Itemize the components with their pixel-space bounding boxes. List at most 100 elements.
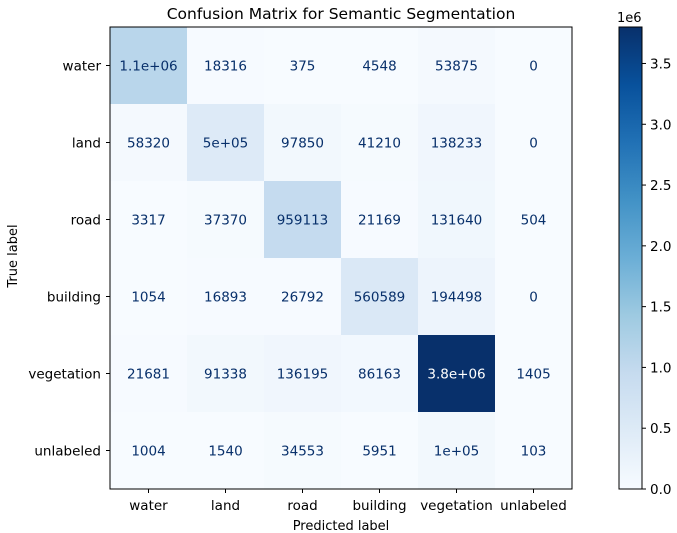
y-tick-label-vegetation: vegetation — [28, 367, 101, 383]
colorbar-tick-label: 3.5 — [650, 56, 671, 72]
cell-label: 1405 — [516, 367, 550, 383]
colorbar-tick-label: 0.5 — [650, 421, 671, 437]
cell-label: 103 — [521, 444, 547, 460]
x-tick-label-unlabeled: unlabeled — [500, 498, 567, 514]
cell-unlabeled-land — [187, 412, 265, 490]
cell-label: 1004 — [131, 444, 165, 460]
cell-label: 3317 — [131, 213, 165, 229]
cell-label: 131640 — [431, 213, 483, 229]
cell-land-land — [187, 104, 265, 182]
cell-label: 1e+05 — [434, 444, 479, 460]
y-axis-label: True label — [6, 224, 21, 288]
cell-building-unlabeled — [495, 258, 573, 336]
cell-label: 37370 — [204, 213, 247, 229]
cell-unlabeled-unlabeled — [495, 412, 573, 490]
cell-land-building — [341, 104, 419, 182]
cell-label: 21681 — [127, 367, 170, 383]
cell-vegetation-vegetation — [418, 335, 496, 413]
cell-building-vegetation — [418, 258, 496, 336]
cell-label: 18316 — [204, 59, 247, 75]
colorbar-tick-label: 1.5 — [650, 300, 671, 316]
cell-label: 34553 — [281, 444, 324, 460]
cell-label: 1.1e+06 — [119, 59, 177, 75]
cell-water-vegetation — [418, 27, 496, 105]
cell-vegetation-building — [341, 335, 419, 413]
cell-label: 560589 — [354, 290, 406, 306]
cell-label: 16893 — [204, 290, 247, 306]
y-axis-ticks: water land road building vegetation unlabeled — [28, 59, 110, 460]
cell-label: 53875 — [435, 59, 478, 75]
x-axis-label: Predicted label — [293, 519, 390, 533]
cell-unlabeled-vegetation — [418, 412, 496, 490]
cell-label: 21169 — [358, 213, 401, 229]
cell-road-road — [264, 181, 342, 259]
colorbar-tick-label: 2.5 — [650, 178, 671, 194]
cell-land-unlabeled — [495, 104, 573, 182]
cell-label: 194498 — [431, 290, 483, 306]
cell-vegetation-water — [110, 335, 188, 413]
y-tick-label-road: road — [71, 213, 101, 229]
colorbar-tick-label: 3.0 — [650, 117, 671, 133]
cell-water-road — [264, 27, 342, 105]
x-tick-label-water: water — [129, 498, 168, 514]
colorbar-tick-label: 0.0 — [650, 482, 671, 498]
cell-label: 136195 — [277, 367, 329, 383]
y-tick-label-water: water — [63, 59, 102, 75]
cell-road-water — [110, 181, 188, 259]
cell-label: 86163 — [358, 367, 401, 383]
cell-label: 504 — [521, 213, 547, 229]
colorbar-frame — [618, 26, 643, 490]
chart-title: Confusion Matrix for Semantic Segmentati… — [167, 5, 516, 23]
cell-road-land — [187, 181, 265, 259]
cell-label: 138233 — [431, 136, 483, 152]
colorbar — [619, 27, 642, 489]
colorbar-multiplier: 1e6 — [617, 11, 642, 26]
cell-water-unlabeled — [495, 27, 573, 105]
cell-water-building — [341, 27, 419, 105]
cell-label: 26792 — [281, 290, 324, 306]
colorbar-ticks: 0.0 0.5 1.0 1.5 2.0 2.5 3.0 3.5 — [642, 56, 671, 498]
cell-label: 0 — [529, 136, 538, 152]
cell-road-unlabeled — [495, 181, 573, 259]
cell-water-water — [110, 27, 188, 105]
cell-road-vegetation — [418, 181, 496, 259]
cell-building-building — [341, 258, 419, 336]
cell-label: 5951 — [362, 444, 396, 460]
cell-label: 4548 — [362, 59, 396, 75]
x-axis-ticks: water land road building vegetation unlabeled — [129, 489, 567, 514]
y-tick-label-unlabeled: unlabeled — [34, 444, 101, 460]
x-tick-label-land: land — [211, 498, 240, 514]
cell-vegetation-road — [264, 335, 342, 413]
y-tick-label-building: building — [47, 290, 101, 306]
cell-building-water — [110, 258, 188, 336]
y-tick-label-land: land — [72, 136, 101, 152]
cell-unlabeled-water — [110, 412, 188, 490]
cell-label: 58320 — [127, 136, 170, 152]
cell-land-vegetation — [418, 104, 496, 182]
cell-unlabeled-building — [341, 412, 419, 490]
heatmap-cells — [110, 27, 573, 490]
cell-label: 959113 — [277, 213, 329, 229]
cell-unlabeled-road — [264, 412, 342, 490]
cell-road-building — [341, 181, 419, 259]
colorbar-tick-label: 1.0 — [650, 360, 671, 376]
x-tick-label-road: road — [287, 498, 317, 514]
cell-building-land — [187, 258, 265, 336]
x-tick-label-vegetation: vegetation — [420, 498, 493, 514]
cell-label: 375 — [290, 59, 316, 75]
cell-vegetation-land — [187, 335, 265, 413]
cell-label: 1540 — [208, 444, 242, 460]
plot-frame — [109, 26, 573, 490]
cell-label: 41210 — [358, 136, 401, 152]
cell-label: 3.8e+06 — [427, 367, 485, 383]
cell-label: 5e+05 — [203, 136, 248, 152]
cell-land-road — [264, 104, 342, 182]
x-tick-label-building: building — [352, 498, 406, 514]
cell-label: 0 — [529, 59, 538, 75]
cell-label: 97850 — [281, 136, 324, 152]
cell-vegetation-unlabeled — [495, 335, 573, 413]
cell-label: 91338 — [204, 367, 247, 383]
colorbar-tick-label: 2.0 — [650, 239, 671, 255]
heatmap-cell-labels: 1.1e+06 18316 375 4548 53875 0 58320 5e+05 97850… — [119, 59, 550, 460]
